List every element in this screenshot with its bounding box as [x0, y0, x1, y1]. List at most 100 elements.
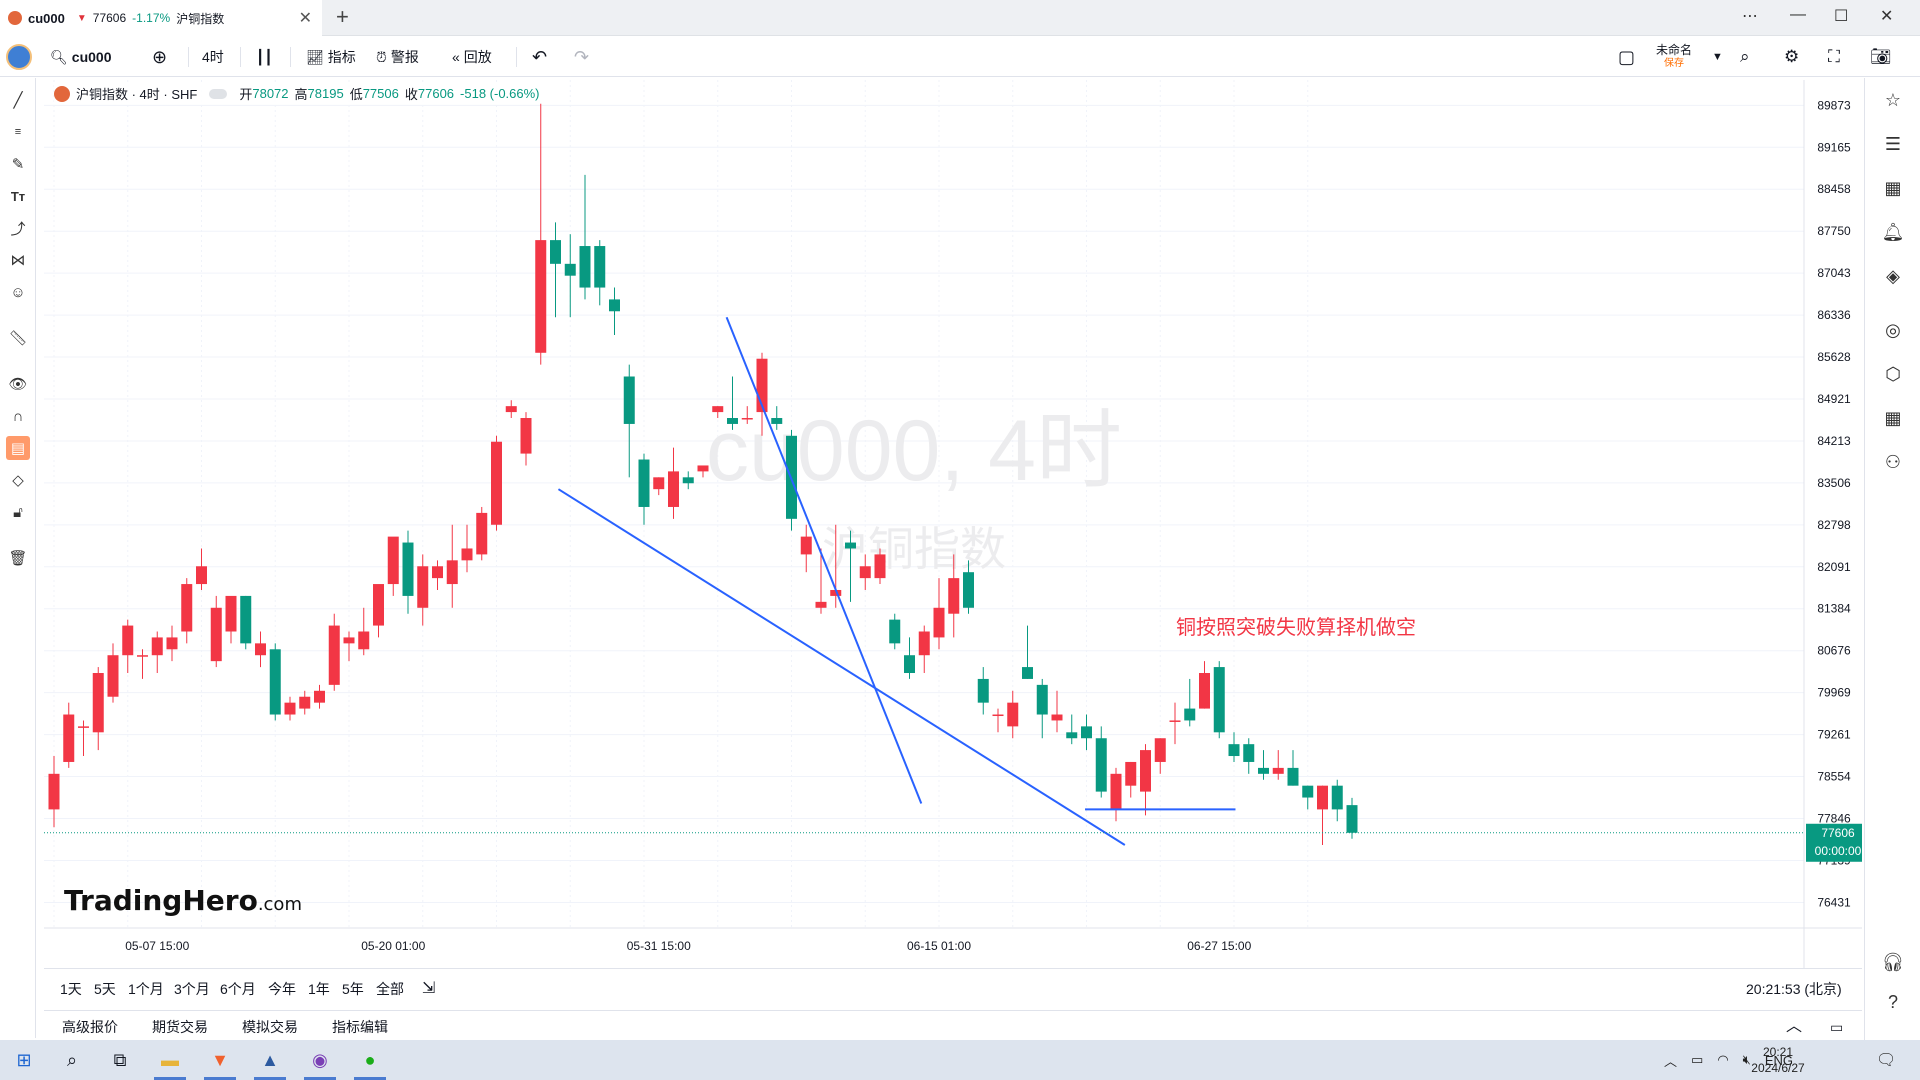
- fullscreen-icon[interactable]: ⛶: [1828, 47, 1840, 66]
- fib-retracement-icon[interactable]: ≡: [14, 126, 22, 138]
- eraser-icon[interactable]: ◇: [12, 472, 24, 489]
- candle-style-icon[interactable]: ┃┃: [256, 48, 273, 65]
- bell-icon[interactable]: 🔔︎: [1881, 221, 1905, 242]
- tab-paper-trading[interactable]: 模拟交易: [242, 1019, 298, 1035]
- indicators-button[interactable]: 📈︎ 指标: [306, 37, 356, 77]
- search-icon[interactable]: ⌕: [66, 1049, 78, 1070]
- candle-body: [1287, 767, 1299, 786]
- undo-icon[interactable]: ↶: [532, 46, 548, 67]
- minimize-icon[interactable]: —: [1790, 6, 1806, 23]
- forecast-icon[interactable]: ⋈: [10, 252, 26, 269]
- table-icon[interactable]: ▦: [1884, 407, 1902, 428]
- battery-icon[interactable]: ▭: [1691, 1052, 1704, 1067]
- tab-indicator-editor[interactable]: 指标编辑: [332, 1019, 388, 1035]
- wifi-icon[interactable]: ◠: [1717, 1052, 1729, 1067]
- replay-button[interactable]: « 回放: [452, 37, 492, 77]
- tab-advanced-quote[interactable]: 高级报价: [62, 1019, 118, 1035]
- candle-body: [1228, 744, 1240, 757]
- close-tab-icon[interactable]: ✕: [298, 10, 312, 27]
- task-view-icon[interactable]: ⧉: [113, 1049, 127, 1070]
- period-3m[interactable]: 3个月: [174, 981, 210, 997]
- period-1d[interactable]: 1天: [60, 981, 82, 997]
- trash-icon[interactable]: 🗑︎: [8, 550, 28, 567]
- language-indicator[interactable]: ENG: [1764, 1052, 1794, 1068]
- target-icon[interactable]: ◎: [1885, 319, 1901, 340]
- chart-area[interactable]: cu000, 4时 沪铜指数 89873 89165 88458 87750 87043 86…: [44, 80, 1862, 968]
- chevron-down-icon[interactable]: ▼: [1712, 51, 1723, 63]
- system-clock[interactable]: 20:21 2024/6/27: [1746, 1040, 1810, 1080]
- symbol-search[interactable]: 🔍︎ cu000: [50, 37, 111, 77]
- chevron-up-icon[interactable]: ︿: [1786, 1018, 1803, 1035]
- brave-browser-icon[interactable]: ▼: [204, 1044, 236, 1080]
- magnet-icon[interactable]: ∩: [12, 407, 24, 425]
- chart-tab[interactable]: cu000 ▼ 77606 -1.17% 沪铜指数 ✕: [0, 0, 322, 36]
- low-label: 低: [349, 87, 363, 102]
- candle-body: [668, 471, 679, 507]
- text-tool-icon[interactable]: Tт: [10, 188, 26, 204]
- redo-icon[interactable]: ↷: [574, 46, 590, 67]
- new-tab-icon[interactable]: +: [336, 4, 349, 29]
- period-1y[interactable]: 1年: [308, 981, 330, 997]
- settings-gear-icon[interactable]: ⚙: [1784, 47, 1800, 66]
- calendar-icon[interactable]: ▦: [1884, 177, 1902, 198]
- trend-line: [725, 316, 923, 804]
- ruler-icon[interactable]: 📏︎: [8, 330, 28, 347]
- legend-toggle[interactable]: [209, 88, 228, 99]
- eye-icon[interactable]: 👁︎: [8, 376, 28, 393]
- alerts-button[interactable]: ⏰︎ 警报: [376, 37, 419, 77]
- layout-name-button[interactable]: 未命名 保存: [1656, 37, 1692, 77]
- emoji-icon[interactable]: ☺: [10, 283, 26, 301]
- bottom-panel-tabs: 高级报价 期货交易 模拟交易 指标编辑 ︿ ▭: [44, 1010, 1862, 1040]
- clock[interactable]: 20:21:53 (北京): [1746, 981, 1842, 997]
- help-icon[interactable]: ?: [1887, 991, 1898, 1012]
- period-5d[interactable]: 5天: [94, 981, 116, 997]
- last-price-tag-value: 77606: [1821, 826, 1855, 840]
- lock-icon[interactable]: 🔓︎: [13, 503, 23, 521]
- candle-body: [78, 726, 89, 728]
- period-all[interactable]: 全部: [376, 981, 404, 997]
- people-icon[interactable]: ⚇: [1884, 451, 1902, 472]
- windows-start-icon[interactable]: ⊞: [16, 1049, 32, 1070]
- brush-icon[interactable]: ✎: [11, 156, 25, 173]
- quick-search-icon[interactable]: ⌕: [1740, 47, 1750, 66]
- indicators-label: 指标: [327, 49, 356, 65]
- date-range-icon[interactable]: ⇲: [422, 980, 436, 997]
- high-label: 高: [294, 87, 308, 102]
- drawing-mode-icon[interactable]: ▤: [6, 436, 30, 460]
- interval-button[interactable]: 4时: [202, 49, 224, 65]
- education-icon[interactable]: ⬡: [1885, 363, 1901, 384]
- app-icon[interactable]: ▲: [254, 1044, 286, 1080]
- candle-body: [284, 702, 296, 715]
- period-5y[interactable]: 5年: [342, 981, 364, 997]
- user-avatar[interactable]: [6, 37, 32, 77]
- headset-icon[interactable]: 🎧︎: [1881, 951, 1905, 972]
- candle-body: [697, 465, 709, 472]
- maximize-icon[interactable]: ☐: [1834, 8, 1849, 25]
- chevron-up-icon[interactable]: ︿: [1664, 1053, 1678, 1069]
- wechat-icon[interactable]: ●: [354, 1044, 386, 1080]
- volume-mute-icon[interactable]: 🔇︎: [1742, 1052, 1751, 1067]
- compare-symbol-icon[interactable]: ⊕: [152, 46, 168, 67]
- layers-icon[interactable]: ◈: [1886, 265, 1900, 286]
- candle-body: [151, 637, 163, 656]
- candle-body: [992, 714, 1004, 717]
- camera-icon[interactable]: 📷︎: [1870, 47, 1892, 66]
- tab-futures-trading[interactable]: 期货交易: [152, 1019, 208, 1035]
- window-close-icon[interactable]: ✕: [1880, 8, 1894, 25]
- notification-icon[interactable]: 🗨︎: [1876, 1052, 1897, 1069]
- more-icon[interactable]: ⋯: [1742, 8, 1758, 25]
- layout-icon[interactable]: ▢: [1618, 46, 1636, 67]
- trend-line-icon[interactable]: ╱: [13, 92, 23, 109]
- period-1m[interactable]: 1个月: [128, 981, 164, 997]
- watchlist-icon[interactable]: ☆: [1884, 89, 1902, 110]
- period-ytd[interactable]: 今年: [268, 981, 296, 997]
- file-explorer-icon[interactable]: ▬: [154, 1044, 186, 1080]
- pattern-icon[interactable]: ⤴: [10, 220, 26, 238]
- candle-body: [520, 418, 532, 454]
- candle-body: [299, 696, 311, 709]
- panel-toggle-icon[interactable]: ▭: [1830, 1019, 1844, 1035]
- chart-app-icon[interactable]: ◉: [304, 1044, 336, 1080]
- period-6m[interactable]: 6个月: [220, 981, 256, 997]
- details-icon[interactable]: ☰: [1884, 133, 1902, 154]
